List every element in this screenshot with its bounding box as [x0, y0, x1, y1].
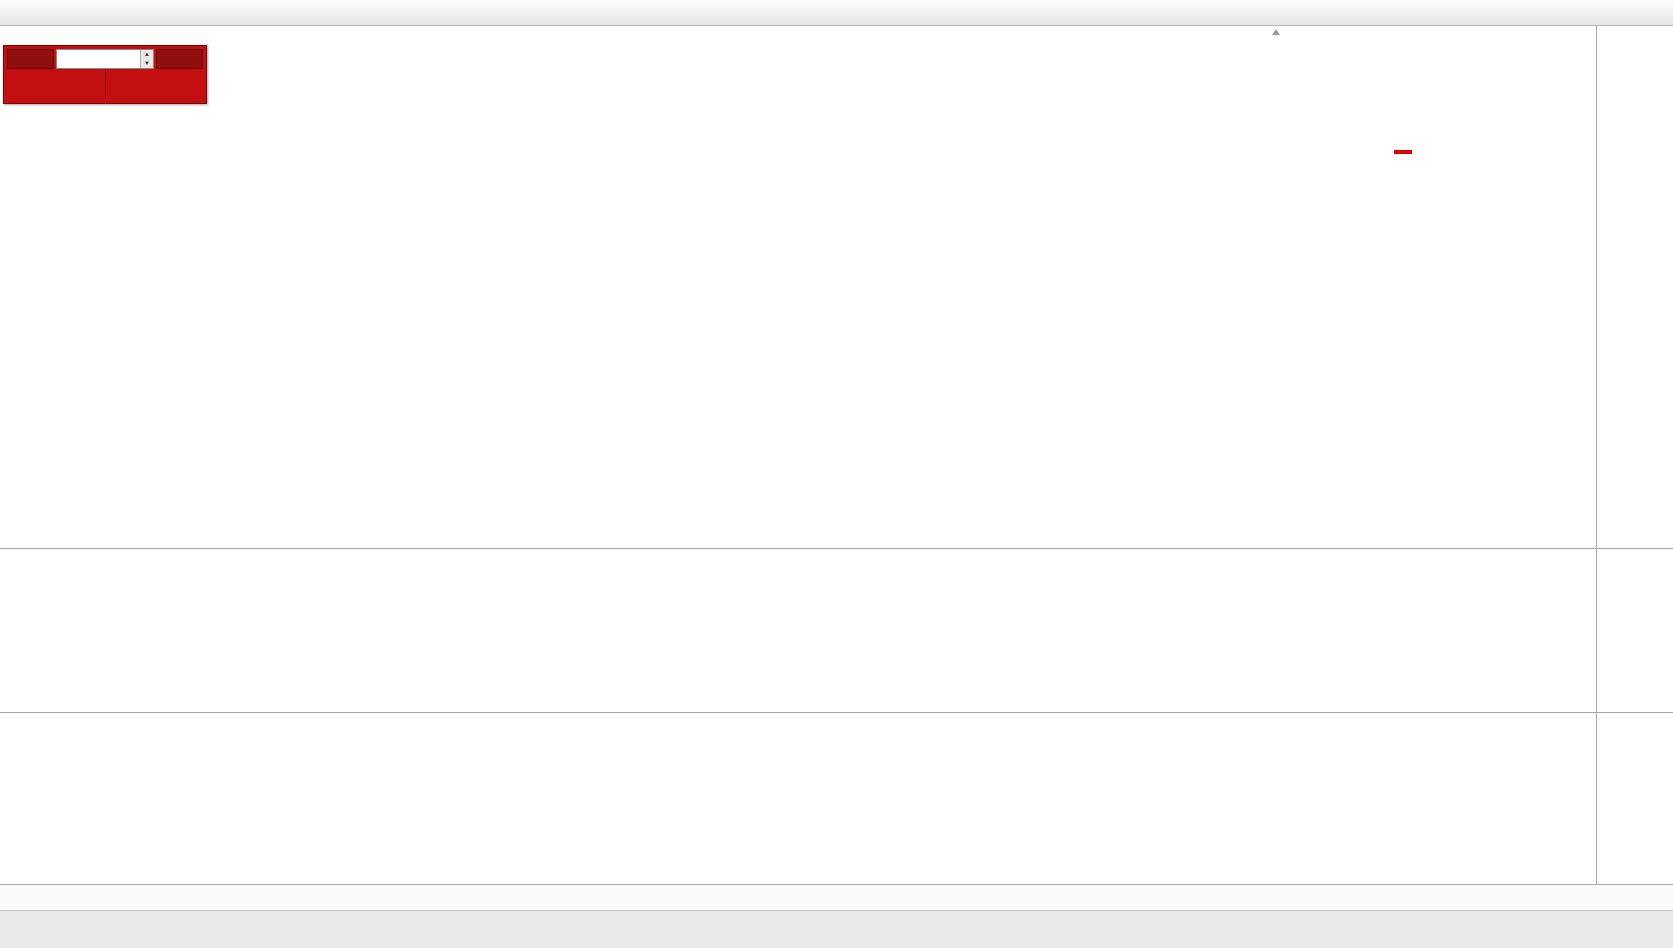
chart-window: ▲ ▼: [0, 26, 1673, 948]
rsi-panel-canvas[interactable]: [0, 712, 1596, 858]
toolbar: [0, 0, 1673, 26]
volume-spinner: ▲ ▼: [140, 50, 153, 68]
sell-price-button[interactable]: [7, 69, 105, 99]
price-scale-border: [1596, 26, 1597, 884]
volume-field[interactable]: ▲ ▼: [56, 49, 154, 69]
volume-up-button[interactable]: ▲: [141, 50, 153, 59]
window-bottom-area: [0, 910, 1673, 948]
trade-panel-top-row: ▲ ▼: [7, 49, 203, 69]
macd-panel-canvas[interactable]: [0, 548, 1596, 712]
time-axis: [0, 884, 1673, 910]
sell-button[interactable]: [7, 49, 54, 69]
buy-button[interactable]: [156, 49, 203, 69]
macd-panel-separator[interactable]: [0, 548, 1673, 549]
trade-panel-divider: [104, 69, 106, 99]
main-chart-canvas[interactable]: [0, 26, 1596, 548]
rsi-label: [5, 716, 10, 728]
one-click-trading-panel: ▲ ▼: [3, 45, 207, 104]
volume-value[interactable]: [57, 50, 140, 68]
buy-price-button[interactable]: [106, 69, 204, 99]
price-scale: [1597, 26, 1673, 884]
macd-label: [5, 552, 10, 564]
price-callout-label[interactable]: [1394, 150, 1412, 154]
chart-shift-marker[interactable]: [1272, 29, 1280, 35]
volume-down-button[interactable]: ▼: [141, 59, 153, 68]
trade-panel-prices: [7, 69, 203, 99]
rsi-panel-separator[interactable]: [0, 712, 1673, 713]
